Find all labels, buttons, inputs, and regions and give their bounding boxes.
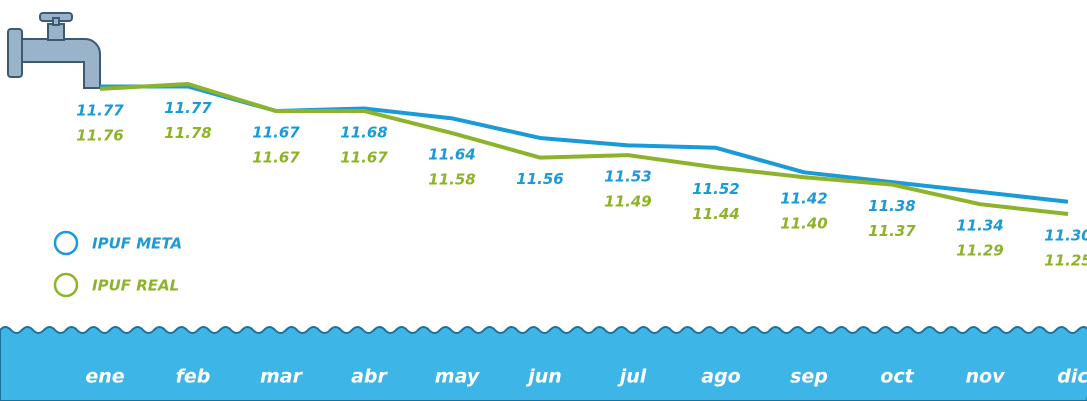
value-label: 11.40 [780, 215, 827, 233]
value-label: 11.44 [692, 205, 739, 223]
value-label: 11.52 [692, 180, 739, 198]
value-label: 11.78 [164, 124, 211, 142]
series-line [100, 86, 1068, 201]
x-tick-label: dic [1057, 366, 1087, 388]
value-label: 11.64 [428, 146, 475, 164]
faucet-body [22, 39, 100, 88]
value-label: 11.38 [868, 197, 915, 215]
value-label: 11.53 [604, 168, 651, 186]
value-label: 11.67 [252, 123, 300, 141]
x-tick-label: abr [351, 366, 388, 388]
page: 11.77 11.76 ene 11.77 11.78 feb 11.67 11.67 mar 1… [0, 0, 1087, 401]
x-tick-label: mar [260, 366, 304, 388]
legend-label: IPUF REAL [92, 277, 179, 295]
value-label: 11.77 [164, 99, 212, 117]
x-tick-label: sep [790, 366, 828, 388]
faucet-flange [8, 29, 22, 77]
x-tick-label: nov [966, 366, 1006, 388]
water-band [0, 327, 1087, 401]
value-label: 11.25 [1044, 252, 1087, 270]
legend-label: IPUF META [92, 235, 182, 253]
x-tick-label: jul [617, 366, 647, 388]
value-label: 11.34 [956, 217, 1003, 235]
value-label: 11.49 [604, 193, 651, 211]
x-tick-label: ene [85, 366, 124, 388]
value-label: 11.29 [956, 242, 1003, 260]
water [0, 327, 1087, 401]
x-tick-label: oct [880, 366, 914, 388]
x-tick-label: feb [176, 366, 211, 388]
value-label: 11.37 [868, 222, 916, 240]
faucet-handle-neck [53, 18, 59, 25]
value-label: 11.76 [76, 126, 123, 144]
value-label: 11.42 [780, 190, 827, 208]
x-tick-label: jun [525, 366, 562, 388]
faucet-stem [48, 24, 64, 40]
series-line [100, 84, 1068, 214]
legend-marker [55, 274, 77, 296]
faucet [8, 13, 100, 88]
x-tick-label: may [435, 366, 481, 388]
x-tick-label: ago [701, 366, 740, 388]
value-label: 11.30 [1044, 227, 1087, 245]
legend-marker [55, 232, 77, 254]
value-label: 11.68 [340, 123, 387, 141]
value-label: 11.67 [252, 148, 300, 166]
value-label: 11.56 [516, 170, 563, 188]
value-label: 11.58 [428, 171, 475, 189]
value-label: 11.67 [340, 148, 388, 166]
chart: 11.77 11.76 ene 11.77 11.78 feb 11.67 11.67 mar 1… [0, 0, 1087, 401]
value-label: 11.77 [76, 101, 124, 119]
